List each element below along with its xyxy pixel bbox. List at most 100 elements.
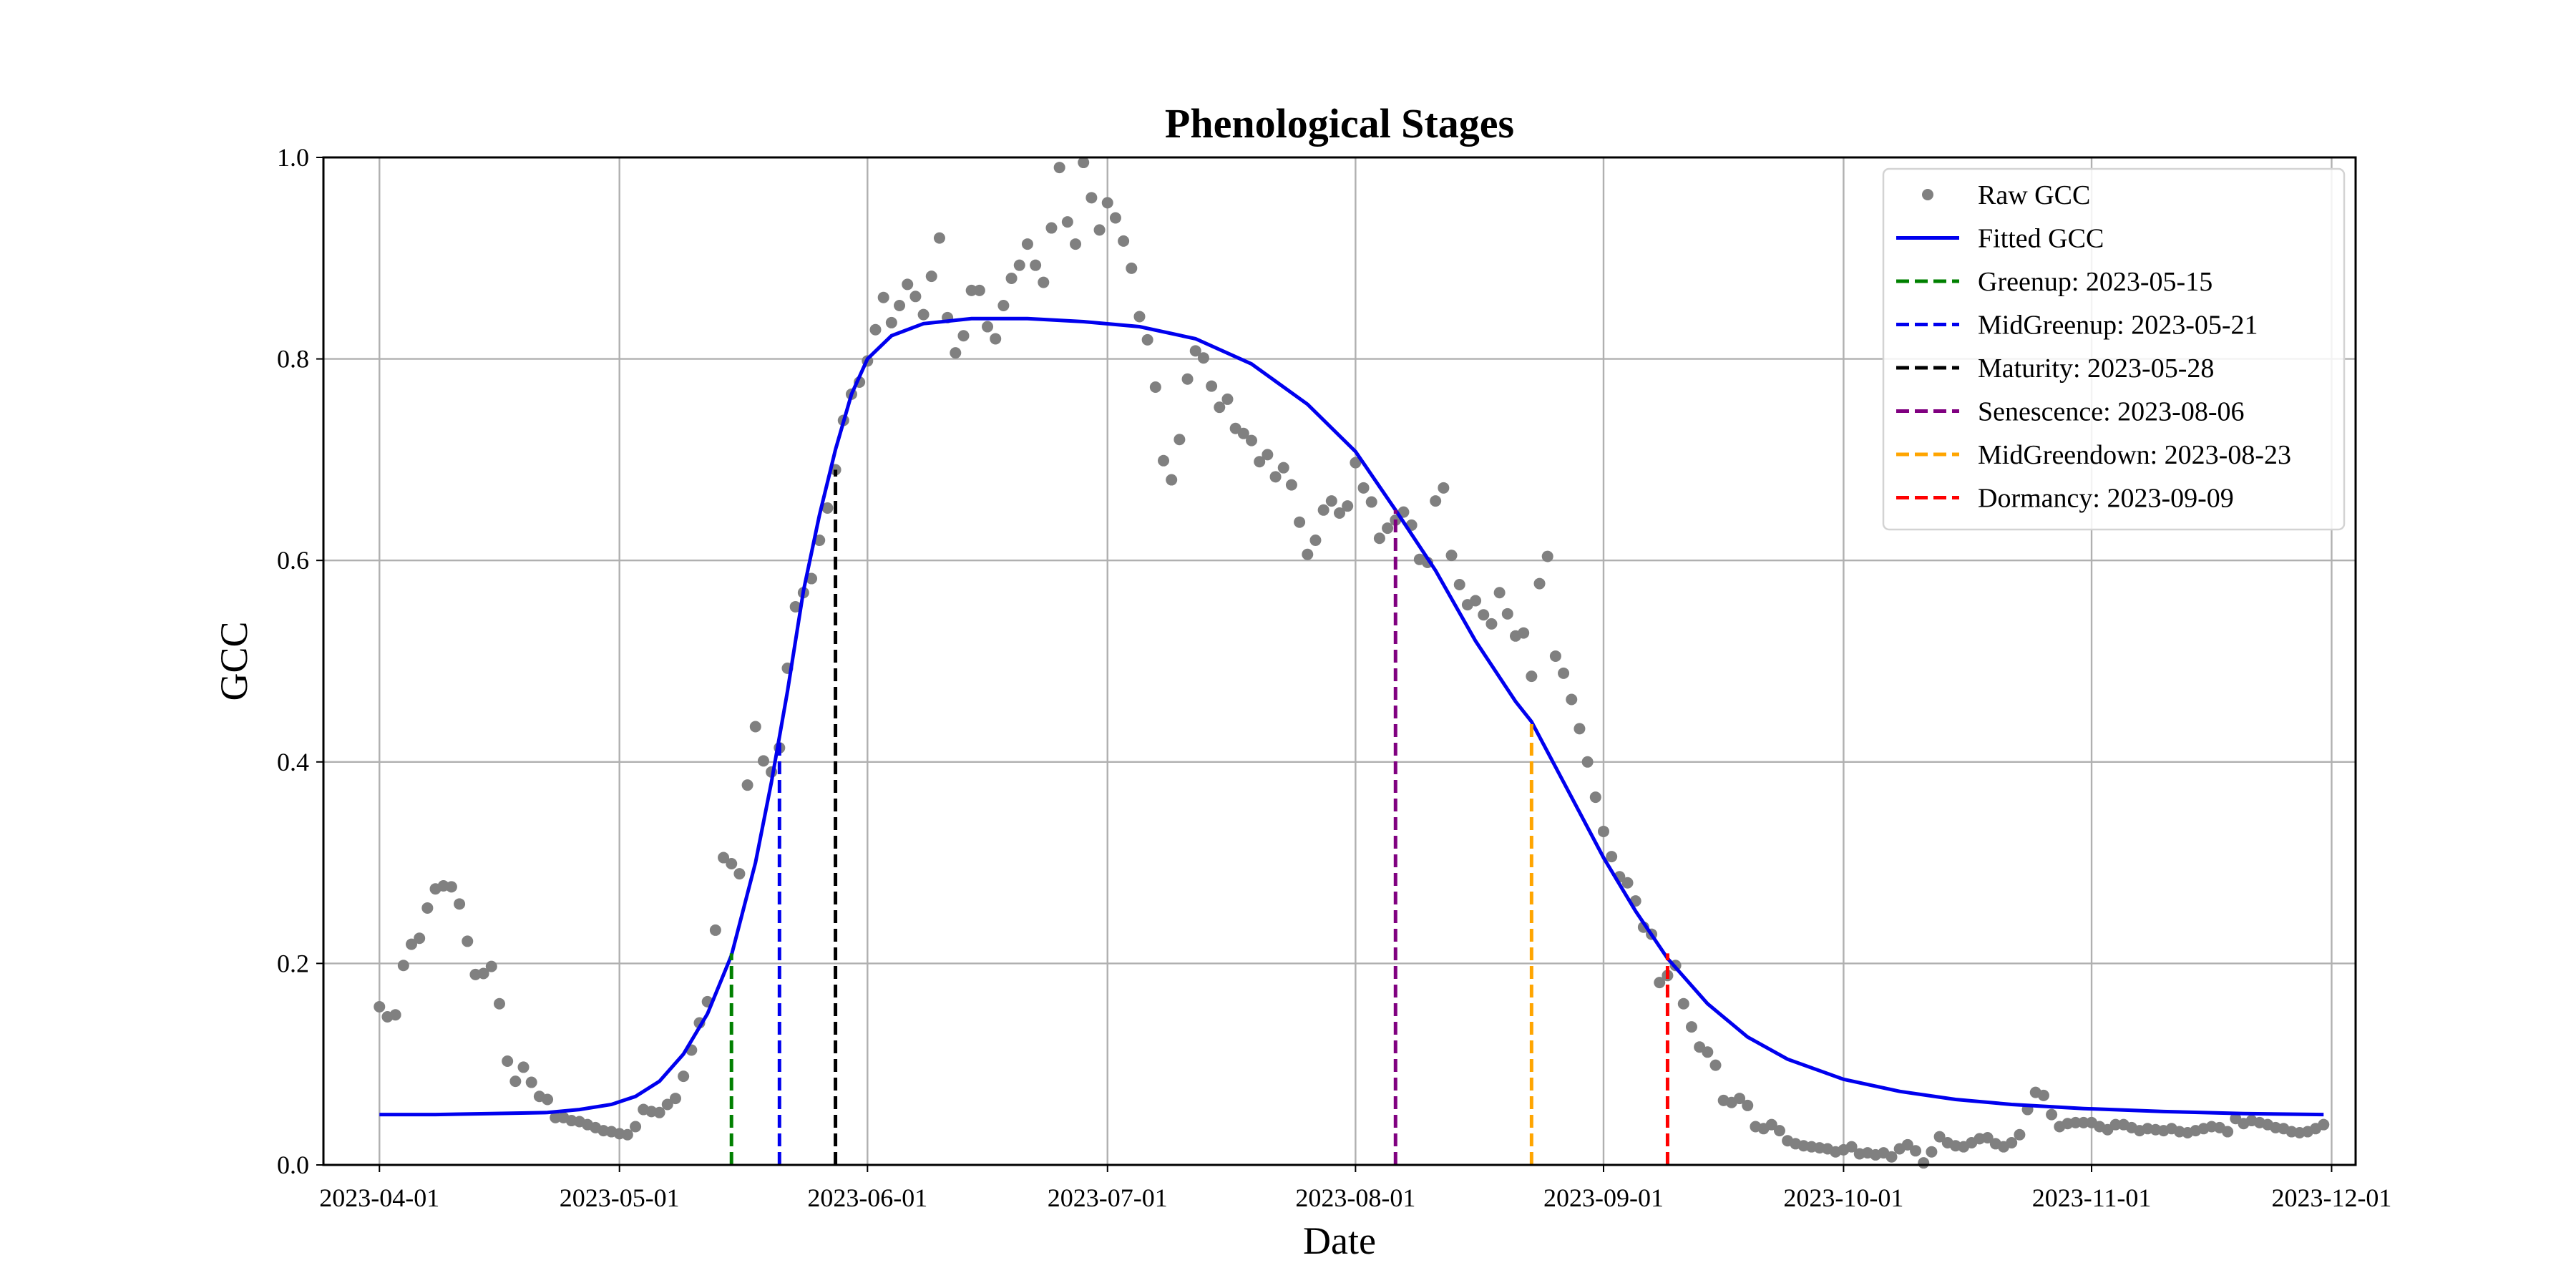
raw-gcc-point [1501, 608, 1513, 620]
raw-gcc-point [741, 779, 753, 791]
raw-gcc-point [1357, 482, 1370, 494]
raw-gcc-point [718, 852, 730, 864]
raw-gcc-point [1734, 1093, 1746, 1105]
raw-gcc-point [925, 270, 937, 283]
raw-gcc-point [454, 898, 466, 910]
raw-gcc-point [1445, 550, 1458, 562]
raw-gcc-point [477, 967, 489, 980]
raw-gcc-point [1126, 262, 1138, 274]
raw-gcc-point [1309, 535, 1322, 547]
raw-gcc-point [1918, 1157, 1930, 1169]
raw-gcc-point [414, 932, 426, 945]
x-tick-label: 2023-12-01 [2271, 1184, 2391, 1212]
raw-gcc-point [1566, 693, 1578, 706]
raw-gcc-point [1246, 434, 1258, 447]
raw-gcc-point [821, 502, 834, 514]
raw-gcc-point [2318, 1118, 2330, 1131]
raw-gcc-point [1478, 609, 1490, 621]
raw-gcc-point [2109, 1118, 2122, 1131]
raw-gcc-point [517, 1061, 530, 1073]
raw-gcc-point [1597, 825, 1609, 837]
raw-gcc-point [1181, 373, 1194, 385]
raw-gcc-point [1061, 216, 1073, 228]
x-axis-label: Date [1303, 1219, 1376, 1262]
raw-gcc-point [1334, 507, 1345, 519]
raw-gcc-point [709, 924, 721, 936]
raw-gcc-point [982, 321, 994, 333]
raw-gcc-point [814, 535, 826, 547]
raw-gcc-point [789, 600, 801, 613]
raw-gcc-point [1574, 723, 1586, 735]
x-tick-label: 2023-11-01 [2032, 1184, 2152, 1212]
raw-gcc-point [1845, 1141, 1858, 1153]
raw-gcc-point [1325, 495, 1337, 507]
raw-gcc-point [509, 1075, 522, 1088]
raw-gcc-point [1277, 462, 1289, 474]
y-tick-label: 0.8 [277, 345, 309, 374]
raw-gcc-point [909, 291, 922, 303]
raw-gcc-point [806, 572, 818, 585]
raw-gcc-point [1541, 550, 1553, 562]
raw-gcc-point [1470, 595, 1482, 607]
raw-gcc-point [1365, 496, 1377, 508]
y-tick-label: 0.6 [277, 546, 309, 575]
raw-gcc-point [1709, 1059, 1722, 1071]
raw-gcc-point [1773, 1125, 1785, 1137]
axis-ticks: 2023-04-01 2023-05-01 2023-06-01 2023-07-01… [277, 143, 2391, 1212]
raw-gcc-point [885, 316, 897, 328]
raw-gcc-point [1221, 393, 1234, 405]
raw-gcc-point [869, 323, 882, 336]
raw-gcc-point [1742, 1099, 1754, 1111]
raw-gcc-point [550, 1111, 562, 1123]
raw-gcc-point [1294, 516, 1306, 528]
raw-gcc-point [669, 1093, 681, 1105]
raw-gcc-point [1581, 756, 1594, 768]
raw-gcc-point [621, 1128, 633, 1141]
raw-gcc-point [1302, 548, 1314, 560]
raw-gcc-point [1926, 1146, 1938, 1158]
raw-gcc-point [1765, 1118, 1777, 1131]
plot-area [374, 157, 2330, 1169]
raw-gcc-point [1526, 670, 1538, 683]
raw-gcc-point [630, 1121, 642, 1133]
raw-gcc-point [1118, 235, 1130, 247]
raw-gcc-point [1038, 276, 1050, 288]
raw-gcc-point [749, 721, 761, 733]
raw-gcc-point [990, 333, 1002, 345]
raw-gcc-point [1493, 587, 1506, 599]
raw-gcc-point [1702, 1046, 1714, 1058]
raw-gcc-point [1254, 456, 1266, 468]
x-tick-label: 2023-09-01 [1543, 1184, 1664, 1212]
raw-gcc-point [1677, 997, 1689, 1010]
raw-gcc-point [1174, 434, 1186, 446]
fitted-gcc-line [379, 316, 2324, 1117]
raw-gcc-point [1158, 454, 1170, 467]
raw-gcc-point [1933, 1131, 1946, 1143]
y-tick-label: 1.0 [277, 143, 309, 172]
raw-gcc-point [2006, 1137, 2018, 1149]
raw-gcc-point [1237, 427, 1249, 439]
x-tick-label: 2023-05-01 [560, 1184, 680, 1212]
raw-gcc-point [445, 881, 457, 893]
raw-gcc-point [1078, 157, 1090, 169]
raw-gcc-point [877, 291, 889, 303]
x-tick-label: 2023-06-01 [807, 1184, 927, 1212]
raw-gcc-point [2077, 1116, 2089, 1128]
raw-gcc-point [1189, 345, 1201, 357]
raw-gcc-point [1206, 380, 1218, 392]
y-tick-label: 0.4 [277, 748, 309, 776]
raw-gcc-point [1093, 224, 1106, 236]
raw-gcc-point [1910, 1145, 1922, 1157]
raw-gcc-point [1133, 311, 1146, 323]
raw-gcc-point [1109, 212, 1121, 224]
raw-gcc-point [2014, 1128, 2026, 1141]
raw-gcc-point [1350, 457, 1362, 469]
raw-gcc-point [389, 1009, 401, 1021]
raw-gcc-point [1453, 578, 1465, 590]
raw-gcc-point [957, 330, 970, 342]
raw-gcc-point [542, 1093, 554, 1106]
legend-marker-dot [1922, 189, 1933, 200]
y-tick-label: 0.2 [277, 949, 309, 977]
raw-gcc-point [1070, 238, 1082, 250]
raw-gcc-point [374, 1000, 386, 1013]
